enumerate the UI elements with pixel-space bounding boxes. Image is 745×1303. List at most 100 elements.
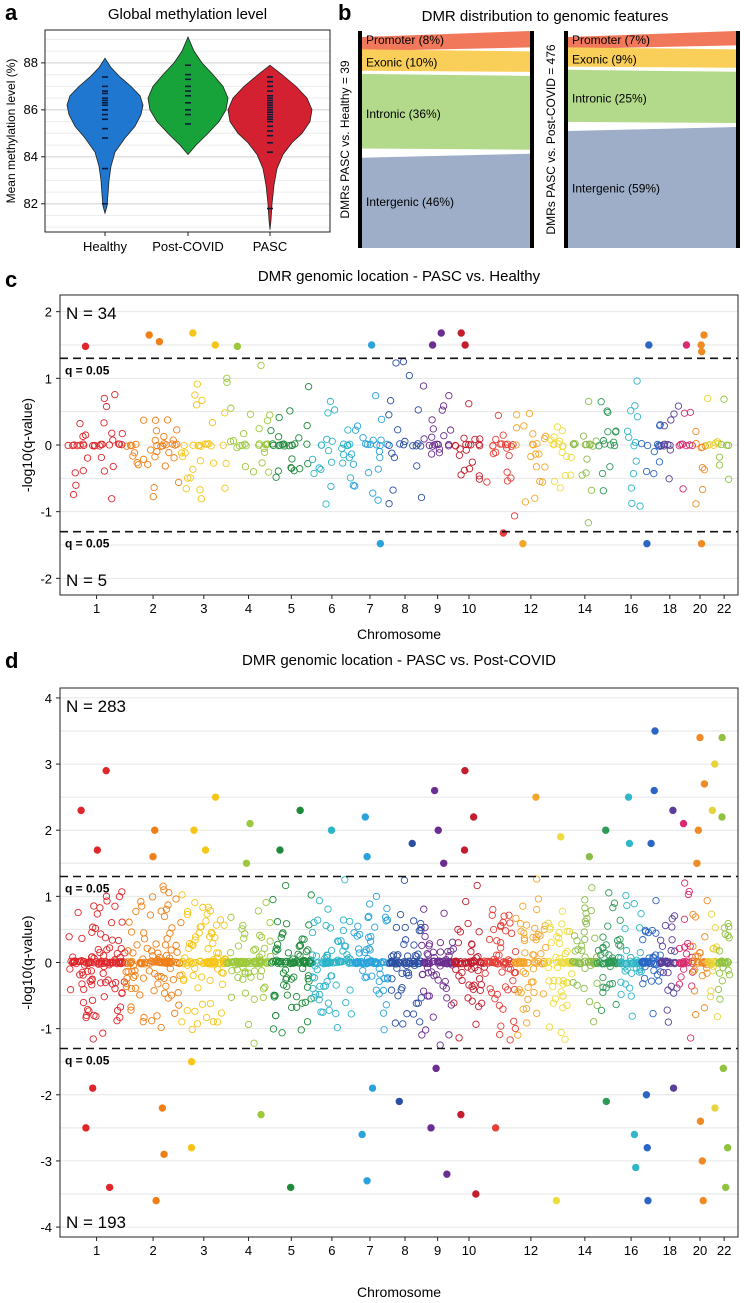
data-point-nonsignificant xyxy=(244,1020,253,1029)
data-point-nonsignificant xyxy=(582,909,590,918)
data-point-nonsignificant xyxy=(326,924,335,932)
data-point-significant xyxy=(700,780,709,788)
data-point-nonsignificant xyxy=(457,471,465,479)
data-point-nonsignificant xyxy=(413,462,421,470)
data-point-nonsignificant xyxy=(106,959,114,967)
data-point-nonsignificant xyxy=(570,932,579,940)
data-point-nonsignificant xyxy=(545,977,553,985)
data-point-nonsignificant xyxy=(376,441,384,450)
data-point-nonsignificant xyxy=(129,452,137,460)
data-point-nonsignificant xyxy=(258,933,266,941)
data-point-nonsignificant xyxy=(724,919,732,928)
data-point-nonsignificant xyxy=(178,891,186,899)
data-point-nonsignificant xyxy=(161,941,170,949)
chart-d-n-up: N = 283 xyxy=(66,697,126,716)
data-point-nonsignificant xyxy=(450,999,458,1007)
data-point-nonsignificant xyxy=(593,1001,601,1010)
data-point-nonsignificant xyxy=(150,987,158,995)
data-point-nonsignificant xyxy=(160,957,168,965)
data-point-nonsignificant xyxy=(430,957,438,965)
chart-d-ytick-label: 1 xyxy=(45,889,52,904)
data-point-nonsignificant xyxy=(103,897,111,905)
data-point-significant xyxy=(77,806,85,815)
data-point-significant xyxy=(434,826,442,834)
data-point-nonsignificant xyxy=(139,1017,147,1026)
data-point-nonsignificant xyxy=(278,440,286,448)
data-point-nonsignificant xyxy=(581,896,589,904)
data-point-nonsignificant xyxy=(308,455,317,464)
data-point-nonsignificant xyxy=(280,442,289,450)
data-point-nonsignificant xyxy=(330,406,339,414)
data-point-significant xyxy=(88,1084,97,1092)
data-point-nonsignificant xyxy=(539,990,547,998)
data-point-nonsignificant xyxy=(527,452,535,461)
chart-c-xtick-label: 4 xyxy=(245,601,252,616)
data-point-nonsignificant xyxy=(633,413,642,421)
data-point-nonsignificant xyxy=(333,1023,341,1032)
data-point-nonsignificant xyxy=(140,929,148,937)
data-point-nonsignificant xyxy=(89,442,97,450)
data-point-significant xyxy=(363,1177,371,1185)
data-point-nonsignificant xyxy=(394,992,402,1000)
data-point-nonsignificant xyxy=(621,963,629,971)
data-point-nonsignificant xyxy=(134,461,142,469)
data-point-nonsignificant xyxy=(250,958,259,966)
data-point-nonsignificant xyxy=(578,471,586,479)
data-point-nonsignificant xyxy=(497,938,505,947)
data-point-nonsignificant xyxy=(417,994,425,1002)
data-point-nonsignificant xyxy=(312,952,321,960)
data-point-nonsignificant xyxy=(499,431,507,439)
data-point-nonsignificant xyxy=(196,486,204,494)
data-point-nonsignificant xyxy=(227,993,236,1001)
data-point-nonsignificant xyxy=(383,916,392,924)
data-point-nonsignificant xyxy=(131,984,140,992)
data-point-nonsignificant xyxy=(140,960,149,968)
data-point-nonsignificant xyxy=(533,875,541,883)
data-point-significant xyxy=(152,1196,160,1205)
data-point-nonsignificant xyxy=(464,958,472,966)
data-point-significant xyxy=(697,341,705,349)
data-point-nonsignificant xyxy=(175,1001,183,1009)
data-point-nonsignificant xyxy=(637,439,646,448)
data-point-nonsignificant xyxy=(687,1034,695,1042)
data-point-significant xyxy=(276,846,284,854)
chart-c-xtick-label: 7 xyxy=(366,601,373,616)
data-point-nonsignificant xyxy=(226,437,235,446)
data-point-nonsignificant xyxy=(631,402,639,410)
bar-segment-label: Promoter (8%) xyxy=(366,33,444,47)
data-point-nonsignificant xyxy=(559,1004,567,1012)
chart-a-ytick-label: 86 xyxy=(24,102,38,117)
data-point-nonsignificant xyxy=(382,1001,390,1009)
data-point-nonsignificant xyxy=(627,992,635,1000)
data-point-nonsignificant xyxy=(412,952,421,961)
data-point-nonsignificant xyxy=(269,1025,278,1033)
data-point-significant xyxy=(363,852,371,861)
data-point-nonsignificant xyxy=(82,1013,90,1022)
data-point-significant xyxy=(602,1097,611,1106)
data-point-nonsignificant xyxy=(136,991,144,999)
data-point-nonsignificant xyxy=(443,994,451,1002)
data-point-nonsignificant xyxy=(341,876,349,884)
data-point-nonsignificant xyxy=(122,968,130,976)
chart-a-title: Global methylation level xyxy=(108,6,267,23)
data-point-nonsignificant xyxy=(392,923,401,932)
data-point-nonsignificant xyxy=(541,943,550,952)
data-point-nonsignificant xyxy=(148,947,156,955)
data-point-nonsignificant xyxy=(454,939,463,947)
data-point-nonsignificant xyxy=(723,957,732,966)
data-point-nonsignificant xyxy=(292,992,301,1001)
data-point-nonsignificant xyxy=(405,957,413,965)
data-point-nonsignificant xyxy=(325,1006,333,1014)
data-point-nonsignificant xyxy=(455,959,463,967)
data-point-nonsignificant xyxy=(441,977,449,986)
data-point-nonsignificant xyxy=(688,982,696,990)
data-point-nonsignificant xyxy=(96,442,104,450)
data-point-nonsignificant xyxy=(346,440,354,448)
data-point-nonsignificant xyxy=(162,905,171,913)
data-point-nonsignificant xyxy=(101,934,110,942)
data-point-nonsignificant xyxy=(477,981,486,989)
data-point-nonsignificant xyxy=(160,432,168,441)
data-point-nonsignificant xyxy=(127,1003,135,1011)
data-point-nonsignificant xyxy=(416,1018,424,1026)
data-point-nonsignificant xyxy=(511,947,520,956)
